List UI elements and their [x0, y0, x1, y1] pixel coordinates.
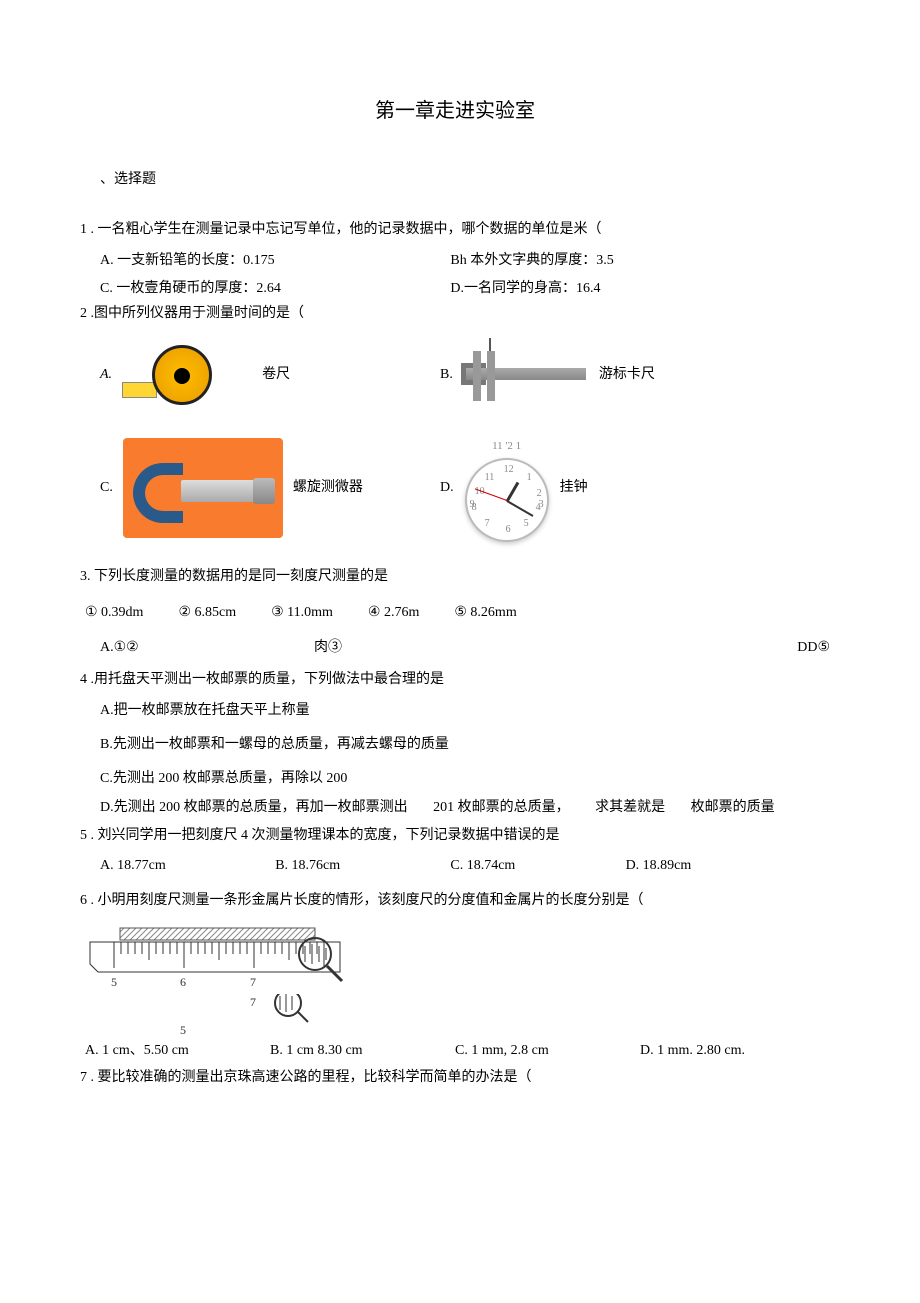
q1-opt-d: D.一名同学的身高：16.4 — [450, 278, 800, 300]
tape-measure-icon — [122, 340, 252, 410]
caliper-icon — [461, 333, 591, 418]
q2-b-letter: B. — [440, 364, 453, 386]
q3-o5: ⑤ 8.26mm — [454, 602, 516, 624]
q4-opt-d3: 求其差就是 — [595, 800, 665, 815]
svg-text:7: 7 — [250, 995, 256, 1009]
q3-o3: ③ 11.0mm — [271, 602, 333, 624]
ruler-svg-lower: 7 5 — [80, 994, 360, 1036]
q4-opt-a: A.把一枚邮票放在托盘天平上称量 — [100, 700, 830, 722]
q4-opt-c: C.先测出 200 枚邮票总质量，再除以 200 — [100, 768, 830, 790]
q5-opt-d: D. 18.89cm — [626, 855, 801, 877]
q4-opt-b: B.先测出一枚邮票和一螺母的总质量，再减去螺母的质量 — [100, 734, 830, 756]
q4-opt-d2: 201 枚邮票的总质量， — [433, 800, 570, 815]
q1-stem: 1 . 一名粗心学生在测量记录中忘记写单位，他的记录数据中，哪个数据的单位是米（ — [80, 219, 830, 241]
svg-text:5: 5 — [111, 975, 117, 989]
q1-opt-a: A. 一支新铅笔的长度：0.175 — [100, 250, 450, 272]
q4-opt-d4: 枚邮票的质量 — [691, 800, 775, 815]
q2-a-letter: A. — [100, 364, 112, 386]
q2-stem: 2 .图中所列仪器用于测量时间的是（ — [80, 303, 830, 325]
q6-opt-a: A. 1 cm、5.50 cm — [85, 1040, 235, 1062]
ruler-svg: 5 6 7 — [80, 924, 360, 994]
svg-text:5: 5 — [180, 1023, 186, 1036]
q1-opt-c: C. 一枚壹角硬币的厚度：2.64 — [100, 278, 450, 300]
q6-opt-b: B. 1 cm 8.30 cm — [270, 1040, 420, 1062]
q1-opt-b: Bh 本外文字典的厚度：3.5 — [450, 250, 800, 272]
q3-opt-a: A.①② — [100, 637, 139, 659]
clock-time-text: 11 '2 1 — [462, 438, 552, 456]
svg-text:6: 6 — [180, 975, 186, 989]
q5-opt-a: A. 18.77cm — [100, 855, 275, 877]
q2-d-label: 挂钟 — [560, 477, 588, 499]
q7-stem: 7 . 要比较准确的测量出京珠高速公路的里程，比较科学而简单的办法是（ — [80, 1067, 830, 1089]
q6-opt-c: C. 1 mm, 2.8 cm — [455, 1040, 605, 1062]
section-heading: 、选择题 — [100, 169, 830, 191]
q5-stem: 5 . 刘兴同学用一把刻度尺 4 次测量物理课本的宽度，下列记录数据中错误的是 — [80, 825, 830, 847]
svg-text:7: 7 — [250, 975, 256, 989]
micrometer-icon — [123, 438, 283, 538]
q4-opt-d1: D.先测出 200 枚邮票的总质量，再加一枚邮票测出 — [100, 800, 408, 815]
q3-o2: ② 6.85cm — [178, 602, 236, 624]
q4-stem: 4 .用托盘天平测出一枚邮票的质量，下列做法中最合理的是 — [80, 669, 830, 691]
q3-o1: ① 0.39dm — [85, 602, 143, 624]
q5-opt-c: C. 18.74cm — [450, 855, 625, 877]
q3-opt-b: 肉③ — [314, 637, 342, 659]
wall-clock-icon: 11 '2 1 12 1 2 3 4 5 6 7 8 9 10 11 — [462, 438, 552, 538]
q2-b-label: 游标卡尺 — [599, 364, 655, 386]
q3-opt-d: DD⑤ — [797, 637, 830, 659]
q6-stem: 6 . 小明用刻度尺测量一条形金属片长度的情形，该刻度尺的分度值和金属片的长度分… — [80, 890, 830, 912]
q6-opt-d: D. 1 mm. 2.80 cm. — [640, 1040, 745, 1062]
q3-o4: ④ 2.76m — [368, 602, 419, 624]
q3-stem: 3. 下列长度测量的数据用的是同一刻度尺测量的是 — [80, 566, 830, 588]
q2-d-letter: D. — [440, 477, 454, 499]
chapter-title: 第一章走进实验室 — [80, 95, 830, 127]
ruler-figure: 5 6 7 7 5 — [80, 924, 830, 1036]
q2-a-label: 卷尺 — [262, 364, 290, 386]
q5-opt-b: B. 18.76cm — [275, 855, 450, 877]
q2-c-letter: C. — [100, 477, 113, 499]
q2-c-label: 螺旋测微器 — [293, 477, 363, 499]
